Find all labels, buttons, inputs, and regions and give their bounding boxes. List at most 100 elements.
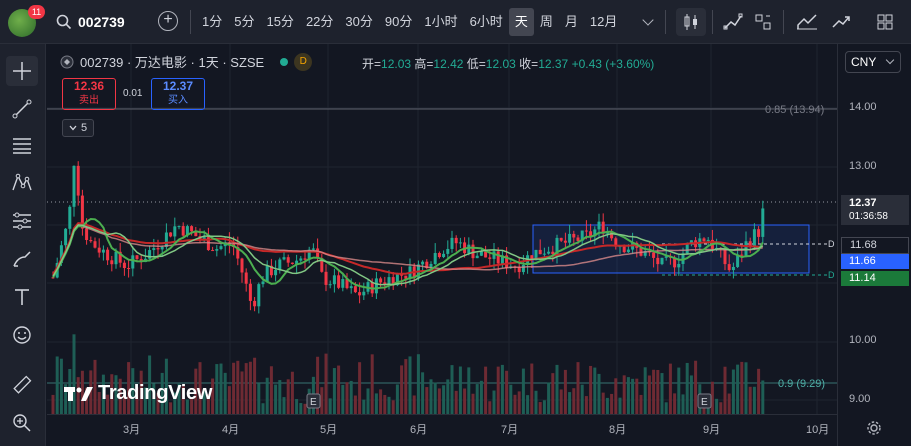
volume-bar bbox=[761, 380, 765, 414]
time-axis[interactable] bbox=[47, 414, 837, 446]
candle-body bbox=[244, 272, 248, 284]
indicators-collapse-button[interactable]: 5 bbox=[62, 119, 94, 137]
fib-retracement-tool[interactable] bbox=[6, 130, 38, 160]
volume-bar bbox=[668, 363, 672, 414]
symbol-legend[interactable]: 002739 · 万达电影 · 1天 · SZSE D bbox=[60, 52, 313, 71]
compare-add-button[interactable]: + bbox=[158, 11, 178, 31]
earnings-mark[interactable]: E bbox=[306, 393, 321, 409]
box-mark-lower: D bbox=[828, 270, 835, 280]
candle-body bbox=[383, 282, 387, 285]
emoji-tool[interactable] bbox=[6, 320, 38, 350]
candle-body bbox=[551, 251, 555, 255]
candle-body bbox=[211, 250, 215, 252]
volume-bar bbox=[446, 379, 450, 414]
price-axis[interactable] bbox=[837, 44, 911, 446]
volume-bar bbox=[265, 377, 269, 414]
candle-body bbox=[51, 277, 55, 279]
measure-settings-icon bbox=[13, 212, 31, 230]
candle-body bbox=[391, 277, 395, 286]
interval-15m[interactable]: 15分 bbox=[266, 14, 294, 29]
crosshair-tool[interactable] bbox=[6, 56, 38, 86]
volume-bar bbox=[76, 377, 80, 414]
volume-bar bbox=[563, 369, 567, 414]
price-tag-box: 11.66 bbox=[841, 254, 909, 269]
moving-average-slow bbox=[52, 222, 763, 276]
trendline-tool[interactable] bbox=[6, 94, 38, 124]
candle-body bbox=[689, 240, 693, 245]
volume-bar bbox=[269, 366, 273, 414]
volume-bar bbox=[400, 365, 404, 414]
candle-body bbox=[589, 231, 593, 237]
interval-1w[interactable]: 周 bbox=[539, 14, 553, 29]
candle-body bbox=[752, 229, 756, 247]
interval-1mo[interactable]: 月 bbox=[564, 14, 578, 29]
candle-body bbox=[85, 228, 89, 241]
volume-bar bbox=[736, 364, 740, 414]
candle-body bbox=[236, 247, 240, 259]
candle-body bbox=[219, 246, 223, 250]
time-tick: 6月 bbox=[410, 424, 428, 436]
volume-bar bbox=[429, 379, 433, 414]
indicators-button[interactable] bbox=[718, 8, 748, 36]
settings-gear-icon[interactable] bbox=[866, 420, 882, 436]
volume-bar bbox=[580, 384, 584, 414]
price-chart[interactable]: D D 0.85 (13.94) 0.9 (9.29) E E bbox=[47, 44, 837, 414]
compare-button[interactable] bbox=[826, 8, 856, 36]
ohlc-open-key: 开= bbox=[362, 57, 382, 71]
zoom-tool[interactable] bbox=[6, 408, 38, 438]
candle-body bbox=[332, 275, 336, 285]
volume-bar bbox=[673, 393, 677, 414]
prediction-tool[interactable] bbox=[6, 206, 38, 236]
volume-bar bbox=[395, 384, 399, 414]
volume-bar bbox=[605, 397, 609, 414]
interval-90m[interactable]: 90分 bbox=[384, 14, 413, 29]
interval-22m[interactable]: 22分 bbox=[305, 14, 334, 29]
chevron-down-icon[interactable] bbox=[642, 14, 654, 26]
sell-button[interactable]: 12.36 卖出 bbox=[62, 78, 116, 110]
symbol-search[interactable]: 002739 bbox=[56, 9, 125, 35]
volume-bar bbox=[118, 378, 122, 414]
interval-1m[interactable]: 1分 bbox=[202, 14, 223, 29]
financials-button[interactable] bbox=[792, 8, 822, 36]
interval-5m[interactable]: 5分 bbox=[234, 14, 255, 29]
ruler-tool[interactable] bbox=[6, 370, 38, 400]
alerts-button[interactable] bbox=[870, 8, 900, 36]
volume-bar bbox=[542, 400, 546, 414]
brush-tool[interactable] bbox=[6, 244, 38, 274]
interval-12mo[interactable]: 12月 bbox=[589, 14, 618, 29]
earnings-mark[interactable]: E bbox=[697, 393, 712, 409]
fib-icon bbox=[13, 138, 31, 154]
candles bbox=[51, 161, 765, 314]
candles-chart-type-button[interactable] bbox=[676, 8, 706, 36]
layout-button[interactable] bbox=[748, 8, 778, 36]
candle-body bbox=[559, 237, 563, 241]
volume-bar bbox=[652, 369, 656, 414]
layout-icon bbox=[755, 14, 771, 30]
volume-bar bbox=[744, 362, 748, 414]
buy-button[interactable]: 12.37 买入 bbox=[151, 78, 205, 110]
svg-text:E: E bbox=[310, 397, 317, 408]
price-tick: 10.00 bbox=[849, 334, 877, 346]
volume-bar bbox=[122, 396, 126, 414]
price-tag-lower: 11.14 bbox=[841, 271, 909, 286]
candle-body bbox=[341, 279, 345, 288]
volume-bar bbox=[584, 396, 588, 414]
volume-bar bbox=[198, 362, 202, 414]
candle-body bbox=[307, 249, 311, 260]
candle-body bbox=[160, 246, 164, 250]
candle-body bbox=[467, 244, 471, 254]
interval-1d[interactable]: 天 bbox=[508, 8, 534, 36]
ohlc-change: +0.43 (+3.60%) bbox=[571, 57, 655, 71]
volume-bar bbox=[349, 380, 353, 414]
currency-select[interactable]: CNY bbox=[845, 51, 901, 73]
interval-6h[interactable]: 6小时 bbox=[469, 14, 503, 29]
volume-bar bbox=[534, 390, 538, 414]
bar-countdown: 01:36:58 bbox=[849, 211, 888, 222]
volume-bar bbox=[593, 367, 597, 414]
interval-30m[interactable]: 30分 bbox=[345, 14, 373, 29]
volume-bar bbox=[202, 388, 206, 414]
pattern-tool[interactable] bbox=[6, 168, 38, 198]
interval-1h[interactable]: 1小时 bbox=[424, 14, 458, 29]
volume-bar bbox=[425, 387, 429, 414]
text-tool[interactable] bbox=[6, 282, 38, 312]
